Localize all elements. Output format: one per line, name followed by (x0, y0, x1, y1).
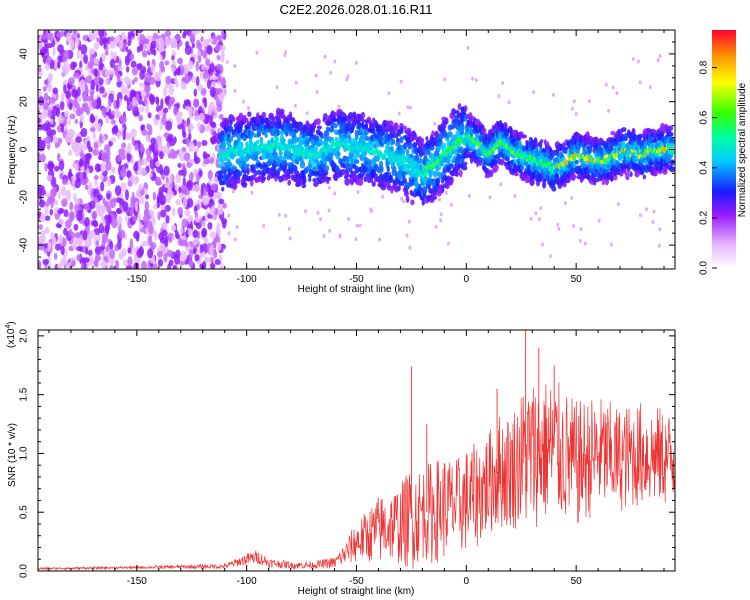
snr-y-label: SNR (10 * v/v) (7, 423, 18, 487)
y-tick-label: 20 (19, 96, 30, 108)
colorbar-tick-label: 0.6 (699, 110, 710, 124)
x-tick-label: 50 (571, 274, 583, 285)
spectrogram-x-ticks: -150 -100 -50 0 50 (48, 30, 665, 285)
spectrogram-y-ticks: 40 20 0 -20 -40 (19, 29, 675, 270)
colorbar-label: Normalized spectral amplitude (737, 82, 748, 217)
y-tick-label: 0.5 (19, 505, 30, 519)
x-tick-label: 0 (464, 274, 470, 285)
y-tick-label: 1.5 (19, 387, 30, 401)
x-tick-label: -150 (127, 274, 147, 285)
snr-y-multiplier-close: ) (6, 321, 17, 324)
y-tick-label: -20 (19, 190, 30, 205)
x-tick-label: -100 (237, 274, 257, 285)
snr-y-multiplier-exp: 4 (5, 325, 12, 329)
x-tick-label: -150 (127, 576, 147, 587)
spectrogram-heatmap (38, 30, 675, 269)
snr-y-multiplier-base: (x10 (6, 328, 17, 348)
chart-title: C2E2.2026.028.01.16.R11 (280, 2, 433, 17)
spectrogram-x-label: Height of straight line (km) (298, 284, 415, 295)
x-tick-label: 0 (464, 576, 470, 587)
colorbar-tick-label: 0.4 (699, 160, 710, 174)
colorbar-tick-label: 0.2 (699, 211, 710, 225)
snr-x-ticks: -150 -100 -50 0 50 (48, 330, 665, 587)
x-tick-label: 50 (571, 576, 583, 587)
colorbar-ticks: 0.0 0.2 0.4 0.6 0.8 (699, 60, 717, 275)
snr-x-label: Height of straight line (km) (298, 586, 415, 597)
y-tick-label: 40 (19, 48, 30, 60)
snr-y-ticks: 0.0 0.5 1.0 1.5 2.0 (19, 328, 675, 578)
y-tick-label: 0 (19, 146, 30, 152)
snr-plot-area (38, 330, 675, 571)
snr-series-line (38, 382, 675, 571)
y-tick-label: 1.0 (19, 446, 30, 460)
snr-panel: -150 -100 -50 0 50 0.0 0.5 1.0 1.5 2.0 Height of… (5, 321, 676, 597)
colorbar-tick-label: 0.0 (699, 261, 710, 275)
colorbar: 0.0 0.2 0.4 0.6 0.8 Normalized spectral ampl… (699, 30, 748, 275)
spectrogram-panel: -150 -100 -50 0 50 40 20 0 -20 -40 Height of str… (7, 29, 676, 295)
colorbar-gradient (712, 30, 736, 268)
y-tick-label: -40 (19, 237, 30, 252)
y-tick-label: 0.0 (19, 564, 30, 578)
x-tick-label: -100 (237, 576, 257, 587)
snr-y-multiplier: (x104) (5, 321, 17, 348)
x-tick-label: -50 (349, 274, 364, 285)
y-tick-label: 2.0 (19, 328, 30, 342)
colorbar-tick-label: 0.8 (699, 60, 710, 74)
spectrogram-y-label: Frequency (Hz) (7, 116, 18, 185)
x-tick-label: -50 (349, 576, 364, 587)
